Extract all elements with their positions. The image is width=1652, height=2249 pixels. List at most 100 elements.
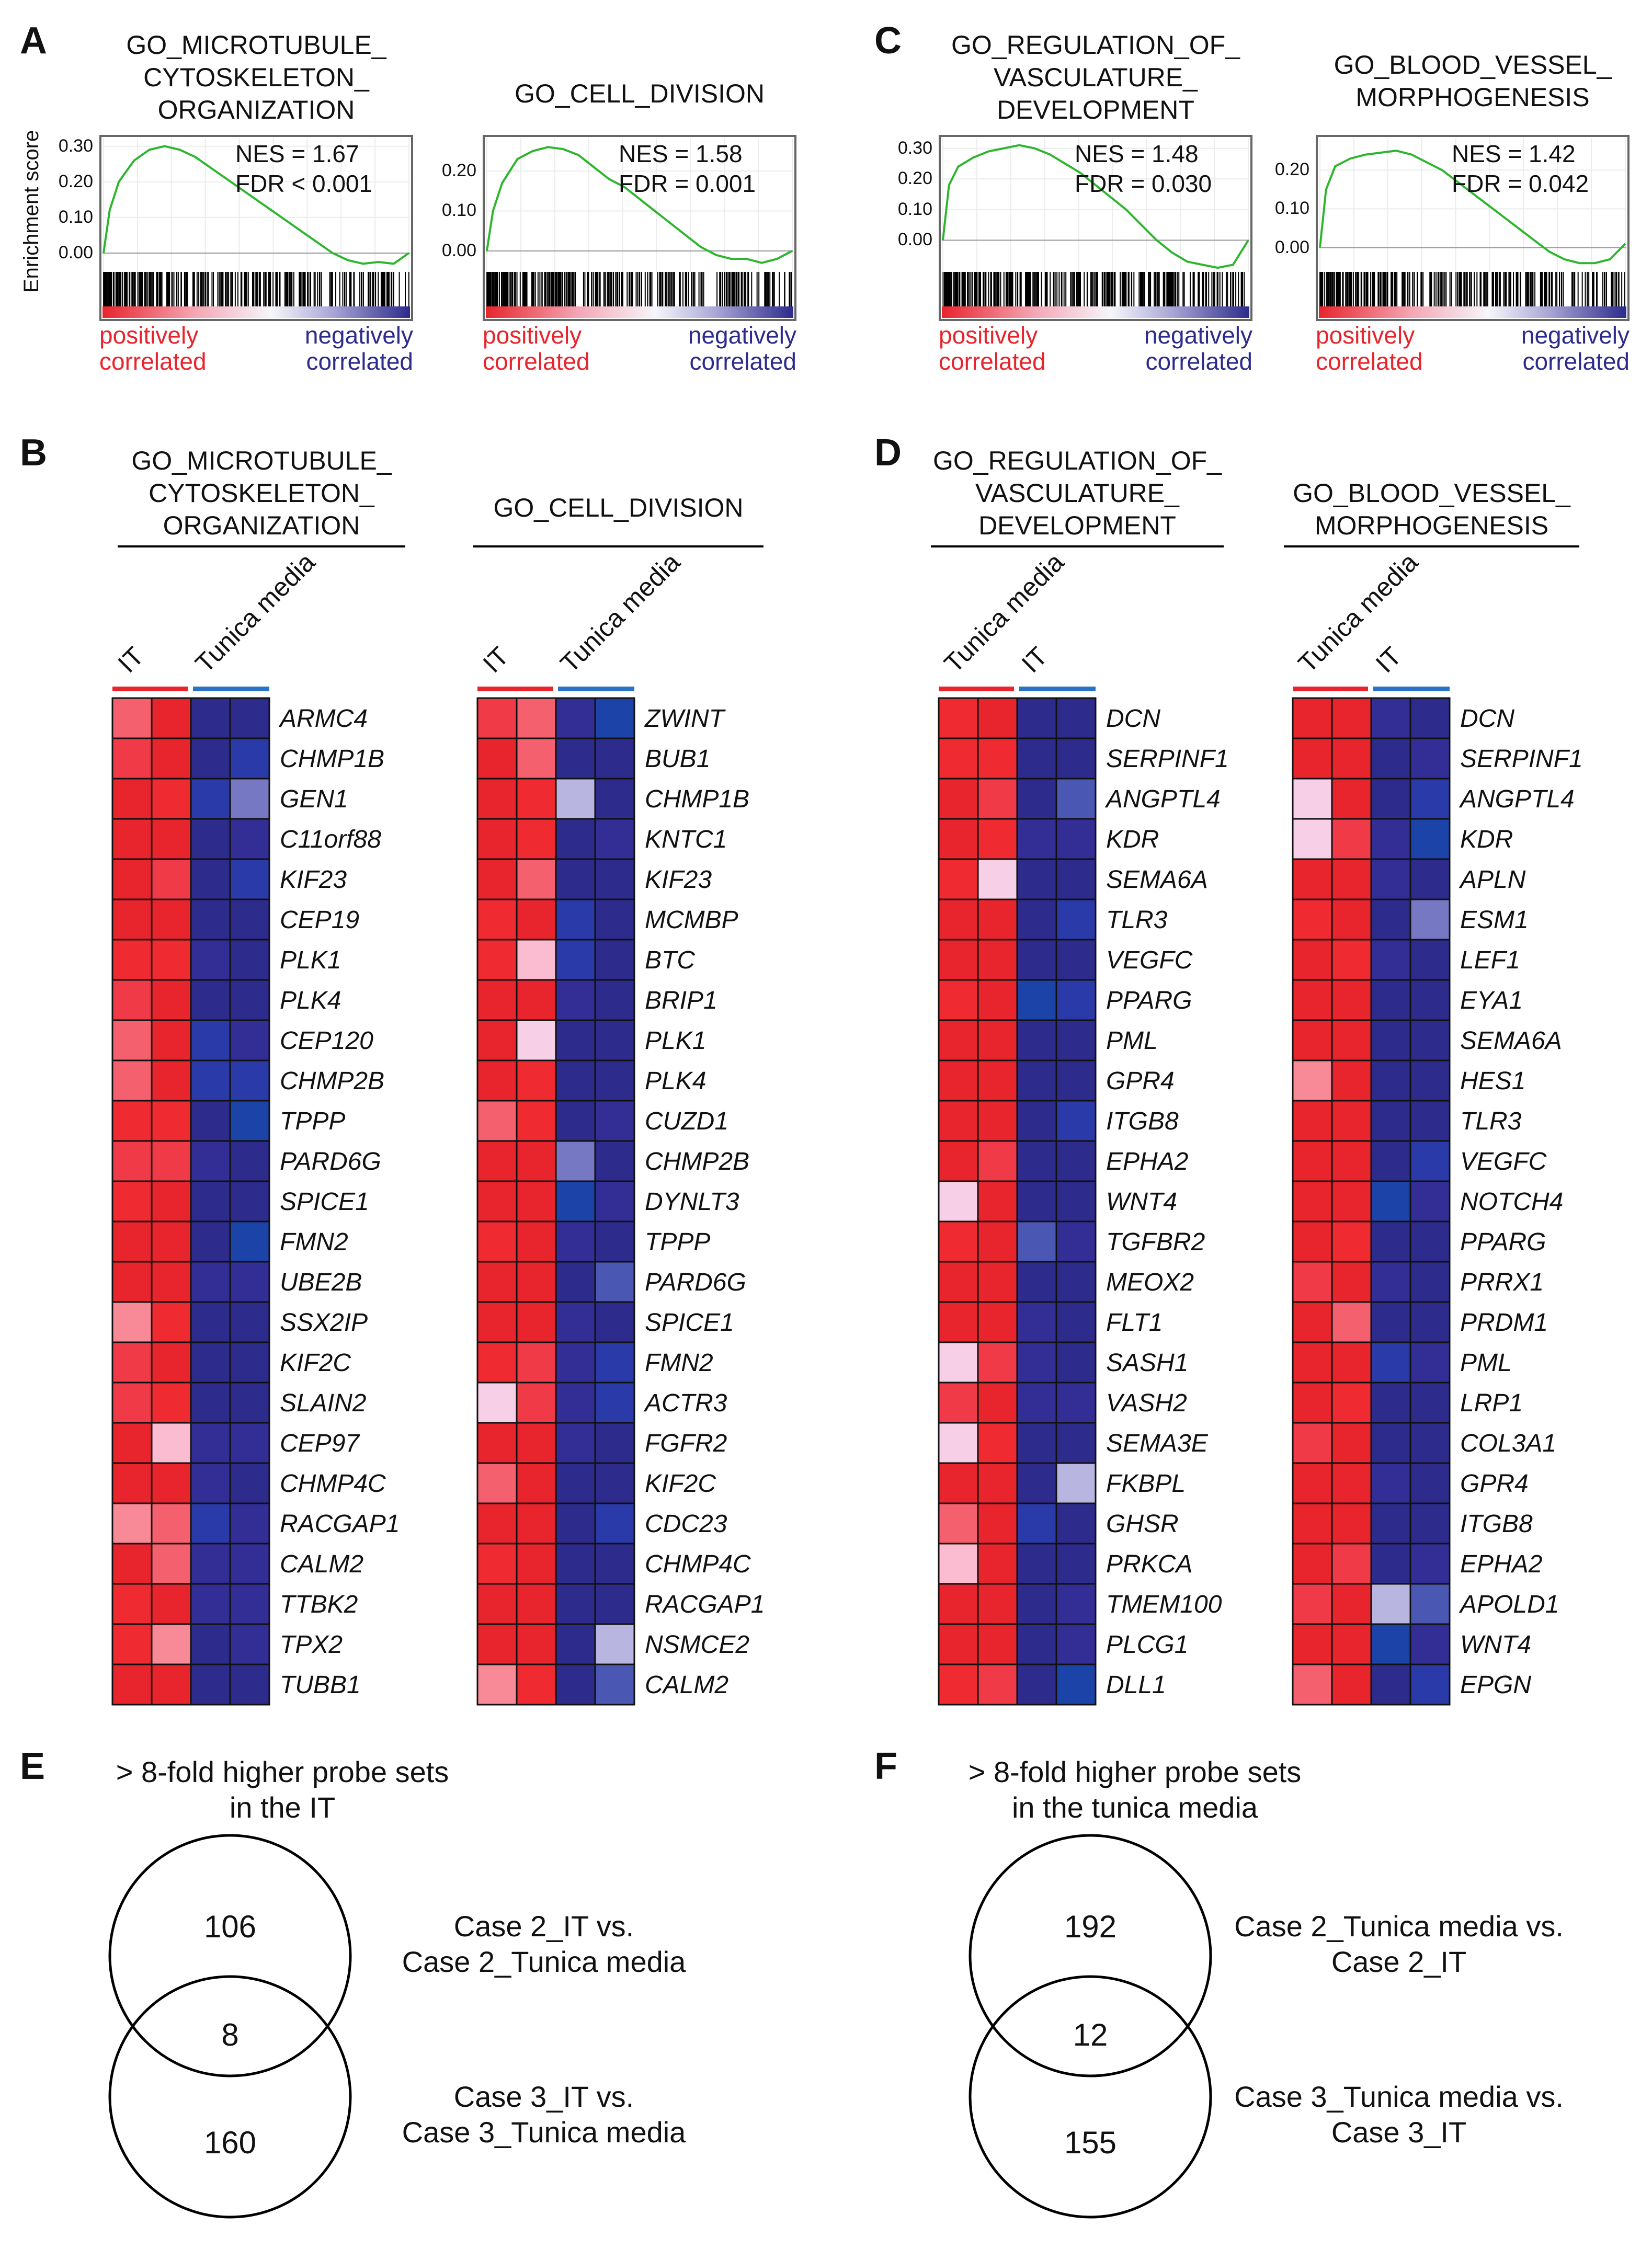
heatmap-cell [938, 1059, 979, 1102]
heatmap-cell [938, 697, 979, 739]
heatmap-cell [229, 1502, 270, 1545]
heatmap-cell [938, 1623, 979, 1665]
heatmap-cell [1055, 1502, 1097, 1545]
heatmap-cell [1331, 1502, 1372, 1545]
heatmap-cell [1370, 1583, 1411, 1625]
heatmap-cell [938, 1583, 979, 1625]
heatmap-cell [1370, 939, 1411, 981]
heatmap-cell [151, 1180, 192, 1223]
gene-label: TLR3 [1106, 906, 1168, 934]
heatmap-cell [1331, 1583, 1372, 1625]
heatmap-cell [1370, 979, 1411, 1021]
gene-label: VEGFC [1460, 1148, 1547, 1175]
heatmap-cell [1055, 898, 1097, 941]
heatmap-cell [1292, 1663, 1333, 1706]
heatmap-cell [190, 1341, 231, 1384]
heatmap-cell [190, 979, 231, 1021]
heatmap-cell [1016, 1502, 1057, 1545]
heatmap-cell [1370, 1502, 1411, 1545]
heatmap-cell [229, 1180, 270, 1223]
heatmap-cell [555, 979, 596, 1021]
heatmap-cell [1409, 898, 1451, 941]
heatmap-cell [190, 1663, 231, 1706]
heatmap-cell [1292, 737, 1333, 780]
gene-label: ANGPTL4 [1460, 785, 1575, 813]
gene-label: TPPP [645, 1228, 711, 1256]
group-bar-right [1373, 687, 1450, 691]
heatmap-cell [1331, 1261, 1372, 1303]
heatmap-cell [190, 939, 231, 981]
heatmap-cell [594, 1140, 635, 1182]
heatmap-cell [111, 1422, 153, 1464]
title-underline [1284, 545, 1579, 547]
heatmap-cell [977, 1623, 1018, 1665]
heatmap-cell [1292, 1341, 1333, 1384]
heatmap-cell [476, 1583, 518, 1625]
heatmap-cell [594, 1543, 635, 1585]
heatmap-cell [476, 898, 518, 941]
gene-label: EPHA2 [1460, 1550, 1543, 1578]
heatmap-title: GO_CELL_DIVISION [473, 492, 764, 524]
heatmap-cell [190, 898, 231, 941]
heatmap-cell [190, 1502, 231, 1545]
venn-label-line: Case 2_IT [1331, 1945, 1467, 1978]
heatmap-cell [1016, 1180, 1057, 1223]
heatmap-cell [111, 1502, 153, 1545]
heatmap-cell [229, 1059, 270, 1102]
heatmap-cell [1370, 1422, 1411, 1464]
pos-line: correlated [483, 348, 590, 375]
gene-label: PRRX1 [1460, 1269, 1544, 1296]
heatmap-cell [516, 858, 557, 900]
heatmap-cell [938, 1663, 979, 1706]
heatmap-title-line: VASCULATURE_ [975, 478, 1179, 508]
enrichment-curve [1319, 150, 1626, 265]
heatmap-cell [977, 979, 1018, 1021]
venn-header-line: in the IT [229, 1791, 336, 1824]
heatmap-cell [1016, 737, 1057, 780]
heatmap-cell [516, 1543, 557, 1585]
heatmap-cell [1331, 898, 1372, 941]
heatmap-cell [977, 1462, 1018, 1504]
gene-label: NOTCH4 [1460, 1188, 1564, 1216]
heatmap-cell [151, 1261, 192, 1303]
gene-label: KIF23 [645, 866, 712, 894]
heatmap-cell [1292, 898, 1333, 941]
heatmap-cell [1409, 1100, 1451, 1142]
heatmap-cell [1370, 1623, 1411, 1665]
gene-label: PLK4 [645, 1067, 707, 1095]
gene-label: PML [1460, 1349, 1512, 1377]
heatmap-cell [111, 1301, 153, 1343]
heatmap-cell [111, 778, 153, 820]
gsea-title-line: VASCULATURE_ [994, 63, 1198, 92]
gene-label: MEOX2 [1106, 1269, 1194, 1296]
heatmap-cell [516, 1019, 557, 1061]
heatmap-cell [476, 1543, 518, 1585]
venn-header-line: in the tunica media [1011, 1791, 1258, 1824]
heatmap-cell [594, 1382, 635, 1424]
gene-label: DLL1 [1106, 1671, 1166, 1699]
gene-label: DCN [1106, 705, 1160, 733]
heatmap-cell [229, 1261, 270, 1303]
gene-label: RACGAP1 [645, 1591, 765, 1618]
gsea-plot [939, 135, 1252, 321]
venn-count-bottom: 160 [203, 2125, 257, 2160]
heatmap-cell [977, 1100, 1018, 1142]
y-tick-label: 0.20 [441, 161, 476, 181]
heatmap-cell [190, 778, 231, 820]
heatmap-cell [476, 1180, 518, 1223]
heatmap-cell [977, 1543, 1018, 1585]
gene-label: HES1 [1460, 1067, 1526, 1095]
heatmap-grid [476, 697, 635, 1706]
heatmap-cell [594, 778, 635, 820]
heatmap-cell [476, 1140, 518, 1182]
gene-label: CHMP1B [280, 745, 385, 773]
heatmap-cell [1370, 858, 1411, 900]
heatmap-cell [977, 1382, 1018, 1424]
heatmap-cell [938, 1301, 979, 1343]
enrichment-curve [942, 144, 1249, 269]
heatmap-cell [151, 1140, 192, 1182]
gsea-title-line: GO_BLOOD_VESSEL_ [1334, 50, 1612, 79]
y-tick-label: 0.20 [1274, 159, 1309, 180]
heatmap-cell [111, 1382, 153, 1424]
gsea-title-line: CYTOSKELETON_ [143, 63, 369, 92]
